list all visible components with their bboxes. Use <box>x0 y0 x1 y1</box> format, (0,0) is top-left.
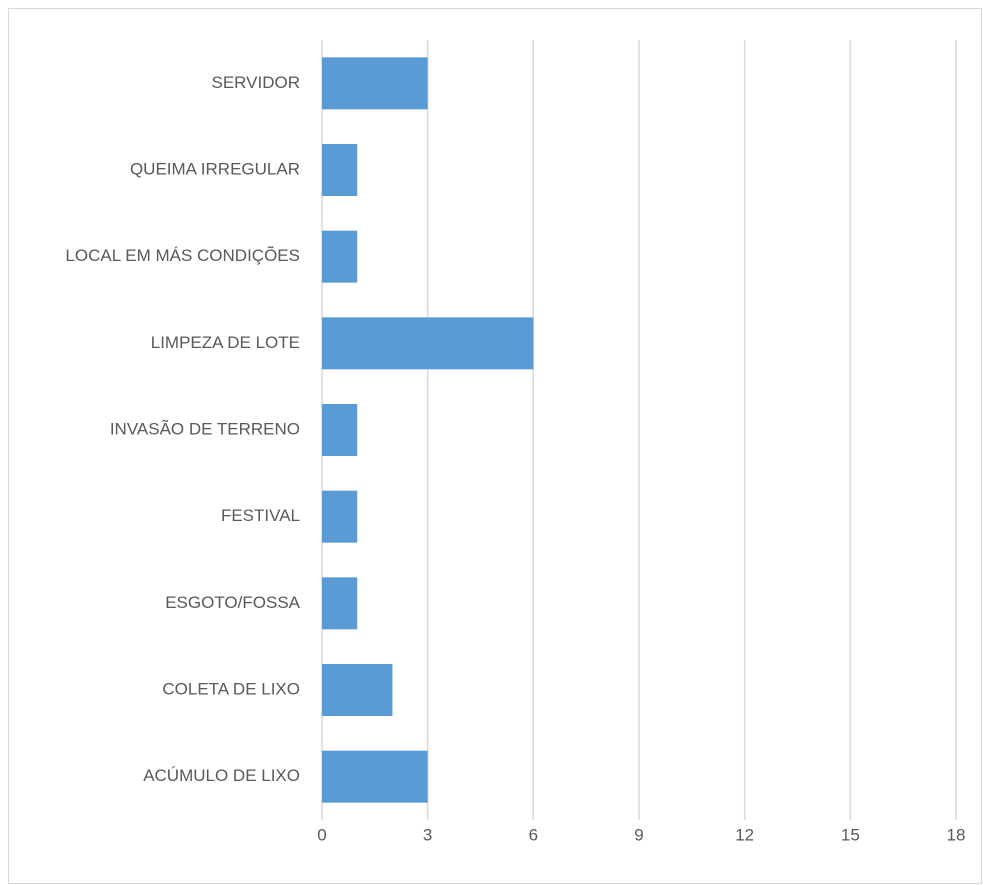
x-tick-label: 12 <box>735 825 754 844</box>
y-tick-label: SERVIDOR <box>212 73 301 92</box>
y-tick-label: FESTIVAL <box>221 506 300 525</box>
x-tick-label: 15 <box>841 825 860 844</box>
y-tick-label: COLETA DE LIXO <box>162 679 300 698</box>
bar <box>322 230 358 283</box>
x-tick-label: 3 <box>423 825 432 844</box>
x-tick-label: 0 <box>317 825 326 844</box>
bar <box>322 664 393 716</box>
y-tick-label: ACÚMULO DE LIXO <box>143 766 300 785</box>
y-tick-label: LOCAL EM MÁS CONDIÇÕES <box>65 246 300 265</box>
bar <box>322 57 428 110</box>
bar <box>322 490 358 543</box>
bar <box>322 144 358 196</box>
y-tick-label: QUEIMA IRREGULAR <box>130 159 300 178</box>
x-tick-label: 9 <box>634 825 643 844</box>
x-tick-label: 18 <box>947 825 966 844</box>
bar <box>322 750 428 803</box>
x-tick-label: 6 <box>529 825 538 844</box>
y-tick-label: ESGOTO/FOSSA <box>165 593 300 612</box>
bar <box>322 577 358 630</box>
bar <box>322 317 534 370</box>
y-tick-label: LIMPEZA DE LOTE <box>151 333 300 352</box>
bar <box>322 404 358 456</box>
chart-frame <box>8 8 982 884</box>
y-tick-label: INVASÃO DE TERRENO <box>110 419 300 438</box>
